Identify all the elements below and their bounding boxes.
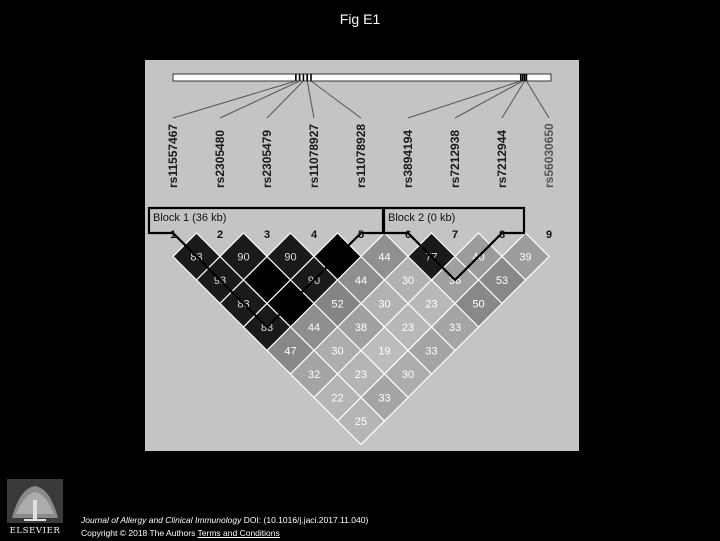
snp-connector-line <box>310 80 362 119</box>
marker-number: 5 <box>358 229 364 241</box>
marker-number: 9 <box>546 229 552 241</box>
snp-label: rs11078927 <box>307 124 321 188</box>
snp-label: rs7212944 <box>495 130 509 188</box>
ld-value-label: 47 <box>284 346 296 358</box>
snp-connector-line <box>219 80 300 119</box>
ld-value-label: 23 <box>402 322 414 334</box>
ld-plot-panel: rs11557467 rs2305480 rs2305479 rs11078927 rs… <box>145 60 579 451</box>
snp-label: rs2305479 <box>260 130 274 188</box>
snp-connector-line <box>526 80 550 119</box>
terms-link[interactable]: Terms and Conditions <box>197 527 280 538</box>
marker-number: 8 <box>499 229 505 241</box>
marker-number: 1 <box>170 229 176 241</box>
ld-value-label: 44 <box>308 322 320 334</box>
ld-value-label: 19 <box>378 346 390 358</box>
ld-value-label: 53 <box>496 275 508 287</box>
ld-heatmap: rs11557467 rs2305480 rs2305479 rs11078927 rs… <box>147 73 556 446</box>
snp-connector-line <box>454 80 523 119</box>
ld-value-label: 90 <box>237 252 249 264</box>
snp-label: rs7212938 <box>448 130 462 188</box>
figure-title: Fig E1 <box>339 11 381 27</box>
marker-number: 7 <box>452 229 458 241</box>
ld-block-outline <box>382 206 526 282</box>
marker-number: 4 <box>311 229 318 241</box>
snp-connector-line <box>172 80 296 119</box>
marker-number: 2 <box>217 229 223 241</box>
ld-value-label: 33 <box>378 393 390 405</box>
ld-value-label: 90 <box>284 252 296 264</box>
snp-connector-line <box>407 80 521 119</box>
snp-connector-line <box>501 80 525 119</box>
ld-value-label: 30 <box>402 369 414 381</box>
ld-value-label: 22 <box>331 393 343 405</box>
doi-text: DOI: (10.1016/j.jaci.2017.11.040) <box>241 515 369 525</box>
citation-footer: Journal of Allergy and Clinical Immunolo… <box>81 514 368 539</box>
ld-value-label: 23 <box>425 299 437 311</box>
ld-value-label: 25 <box>355 416 367 428</box>
elsevier-logo: ELSEVIER <box>6 478 64 536</box>
ld-block-label: Block 2 (0 kb) <box>388 212 455 224</box>
ld-value-label: 32 <box>308 369 320 381</box>
svg-text:ELSEVIER: ELSEVIER <box>10 526 61 536</box>
ld-value-label: 39 <box>519 252 531 264</box>
ld-value-label: 33 <box>449 322 461 334</box>
ld-value-label: 30 <box>331 346 343 358</box>
journal-name: Journal of Allergy and Clinical Immunolo… <box>81 515 242 525</box>
ld-value-label: 44 <box>355 275 367 287</box>
marker-number: 3 <box>264 229 270 241</box>
ld-value-label: 30 <box>378 299 390 311</box>
ld-block-label: Block 1 (36 kb) <box>153 212 226 224</box>
ld-cell <box>336 396 386 446</box>
ld-value-label: 44 <box>378 252 390 264</box>
ld-value-label: 52 <box>331 299 343 311</box>
snp-label: rs11078928 <box>354 124 368 188</box>
citation-line: Journal of Allergy and Clinical Immunolo… <box>81 514 368 527</box>
ld-value-label: 33 <box>425 346 437 358</box>
copyright-text: Copyright © 2018 The Authors <box>81 527 198 538</box>
snp-label: rs3894194 <box>401 130 415 188</box>
region-bar <box>172 73 552 82</box>
snp-label: rs56030650 <box>542 123 556 188</box>
snp-label: rs11557467 <box>166 124 180 188</box>
copyright-line: Copyright © 2018 The Authors Terms and C… <box>81 527 368 540</box>
marker-number: 6 <box>405 229 411 241</box>
snp-connector-line <box>306 80 315 119</box>
ld-value-label: 23 <box>355 369 367 381</box>
ld-value-label: 38 <box>355 322 367 334</box>
snp-label: rs2305480 <box>213 130 227 188</box>
snp-connector-line <box>266 80 304 119</box>
ld-value-label: 30 <box>402 275 414 287</box>
ld-value-label: 50 <box>472 299 484 311</box>
